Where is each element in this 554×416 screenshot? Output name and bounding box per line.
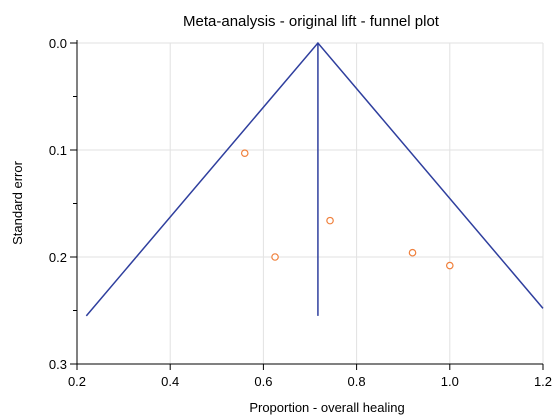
data-point-3 bbox=[408, 248, 417, 257]
funnel-lines bbox=[85, 41, 544, 317]
x-axis-label: Proportion - overall healing bbox=[249, 400, 404, 415]
data-point-1 bbox=[271, 253, 279, 261]
data-points bbox=[240, 149, 454, 270]
chart-title: Meta-analysis - original lift - funnel p… bbox=[183, 13, 440, 30]
grid-lines bbox=[76, 42, 544, 365]
x-tick-label: 0.4 bbox=[161, 374, 179, 389]
data-point-4 bbox=[445, 261, 454, 270]
y-axis-label: Standard error bbox=[10, 160, 25, 244]
y-tick-label: 0.0 bbox=[49, 36, 67, 51]
x-tick-label: 0.2 bbox=[68, 374, 86, 389]
data-point-2 bbox=[326, 216, 334, 225]
y-tick-label: 0.2 bbox=[49, 250, 67, 265]
x-tick-label: 1.0 bbox=[441, 374, 459, 389]
data-point-0 bbox=[240, 149, 249, 158]
x-tick-label: 0.8 bbox=[348, 374, 366, 389]
y-tick-label: 0.3 bbox=[49, 357, 67, 372]
y-tick-label: 0.1 bbox=[49, 143, 67, 158]
x-tick-label: 1.2 bbox=[534, 374, 552, 389]
axes: 0.2 0.4 0.6 0.8 1.0 1.20.00.10.20.3 bbox=[49, 36, 552, 389]
funnel-boundary bbox=[85, 41, 544, 317]
x-tick-label: 0.6 bbox=[254, 374, 272, 389]
